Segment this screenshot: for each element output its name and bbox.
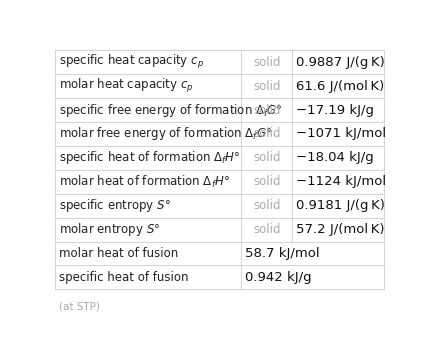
Text: specific heat of formation $\Delta_f H°$: specific heat of formation $\Delta_f H°$ [59,149,241,166]
Text: 58.7 kJ/mol: 58.7 kJ/mol [245,247,320,260]
Text: specific heat of fusion: specific heat of fusion [59,271,189,284]
Text: −17.19 kJ/g: −17.19 kJ/g [296,104,374,117]
Text: −1124 kJ/mol: −1124 kJ/mol [296,175,387,188]
Text: molar entropy $S°$: molar entropy $S°$ [59,221,160,238]
Text: molar heat of formation $\Delta_f H°$: molar heat of formation $\Delta_f H°$ [59,174,230,190]
Text: (at STP): (at STP) [59,301,100,311]
Text: solid: solid [253,223,281,236]
Text: solid: solid [253,80,281,93]
Text: solid: solid [253,104,281,117]
Text: molar heat capacity $c_p$: molar heat capacity $c_p$ [59,77,194,95]
Text: specific free energy of formation $\Delta_f G°$: specific free energy of formation $\Delt… [59,101,283,118]
Text: −18.04 kJ/g: −18.04 kJ/g [296,151,374,164]
Text: molar heat of fusion: molar heat of fusion [59,247,178,260]
Text: 57.2 J/(mol K): 57.2 J/(mol K) [296,223,385,236]
Text: solid: solid [253,56,281,69]
Text: solid: solid [253,175,281,188]
Text: solid: solid [253,151,281,164]
Text: 0.9181 J/(g K): 0.9181 J/(g K) [296,199,385,212]
Text: 0.942 kJ/g: 0.942 kJ/g [245,271,312,284]
Text: molar free energy of formation $\Delta_f G°$: molar free energy of formation $\Delta_f… [59,125,272,143]
Text: specific entropy $S°$: specific entropy $S°$ [59,197,171,214]
Text: 61.6 J/(mol K): 61.6 J/(mol K) [296,80,384,93]
Text: −1071 kJ/mol: −1071 kJ/mol [296,127,387,140]
Text: 0.9887 J/(g K): 0.9887 J/(g K) [296,56,385,69]
Text: solid: solid [253,199,281,212]
Text: solid: solid [253,127,281,140]
Text: specific heat capacity $c_p$: specific heat capacity $c_p$ [59,53,204,71]
